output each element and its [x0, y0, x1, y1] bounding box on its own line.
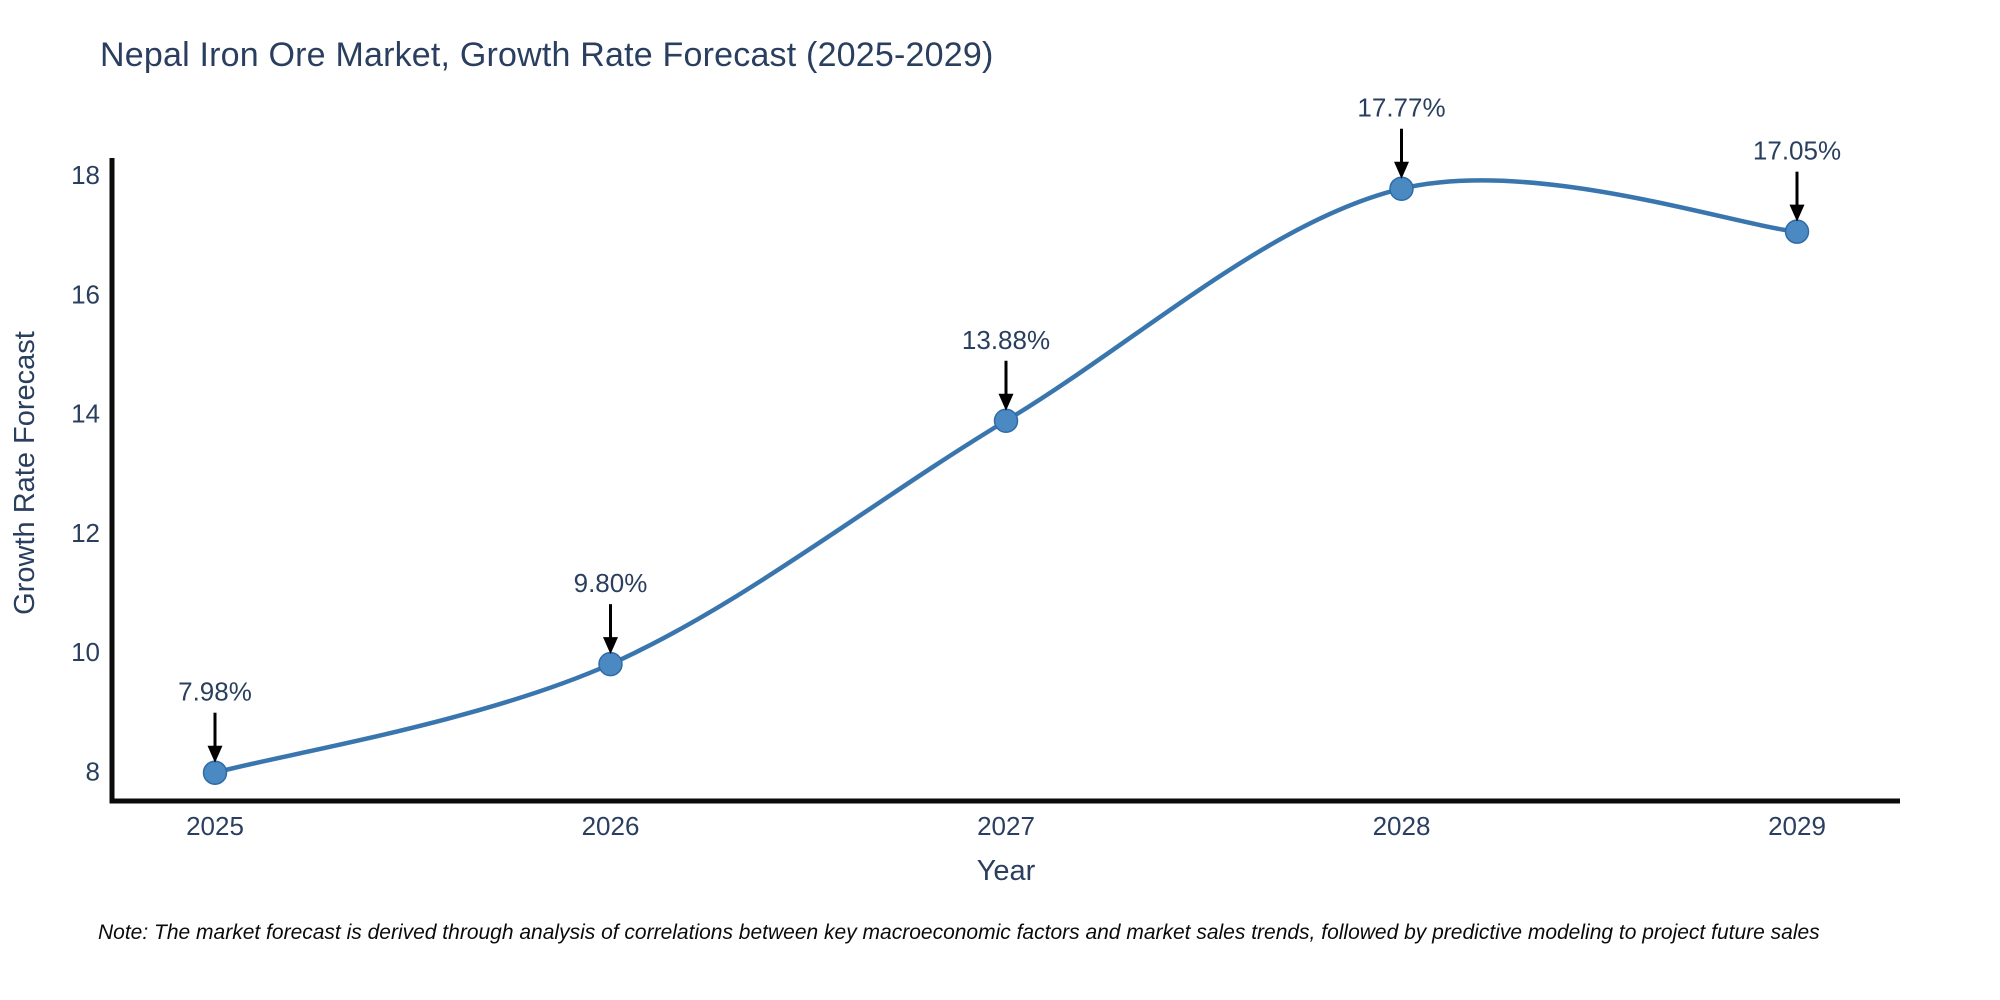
- y-tick-label: 8: [86, 757, 100, 787]
- annotation-arrowhead-icon: [1789, 204, 1805, 222]
- y-tick-label: 10: [71, 637, 100, 667]
- data-point-2028[interactable]: [1389, 176, 1414, 201]
- annotation-label-2026: 9.80%: [574, 568, 648, 598]
- y-axis-title: Growth Rate Forecast: [9, 331, 41, 615]
- annotation-label-2029: 17.05%: [1753, 136, 1841, 166]
- x-axis-title: Year: [977, 855, 1036, 887]
- annotation-arrowhead-icon: [998, 393, 1014, 411]
- x-tick-label: 2028: [1373, 811, 1431, 841]
- y-tick-label: 14: [71, 399, 100, 429]
- y-tick-label: 16: [71, 279, 100, 309]
- x-tick-label: 2027: [977, 811, 1035, 841]
- chart-title: Nepal Iron Ore Market, Growth Rate Forec…: [100, 36, 994, 74]
- annotation-arrowhead-icon: [603, 637, 618, 655]
- series-line: [212, 178, 1800, 775]
- x-tick-label: 2026: [582, 811, 640, 841]
- footnote: Note: The market forecast is derived thr…: [98, 921, 1820, 944]
- data-point-2026[interactable]: [598, 651, 623, 677]
- data-point-2025[interactable]: [202, 760, 228, 785]
- y-tick-label: 18: [71, 160, 100, 190]
- x-tick-label: 2025: [186, 811, 244, 841]
- annotation-arrowhead-icon: [1394, 161, 1409, 179]
- annotation-label-2025: 7.98%: [178, 677, 252, 707]
- annotation-label-2027: 13.88%: [962, 325, 1050, 355]
- data-point-2027[interactable]: [993, 408, 1019, 434]
- data-point-2029[interactable]: [1784, 219, 1810, 244]
- y-tick-label: 12: [71, 518, 100, 548]
- annotation-label-2028: 17.77%: [1357, 93, 1445, 123]
- annotation-arrowhead-icon: [207, 745, 223, 763]
- x-tick-label: 2029: [1768, 811, 1826, 841]
